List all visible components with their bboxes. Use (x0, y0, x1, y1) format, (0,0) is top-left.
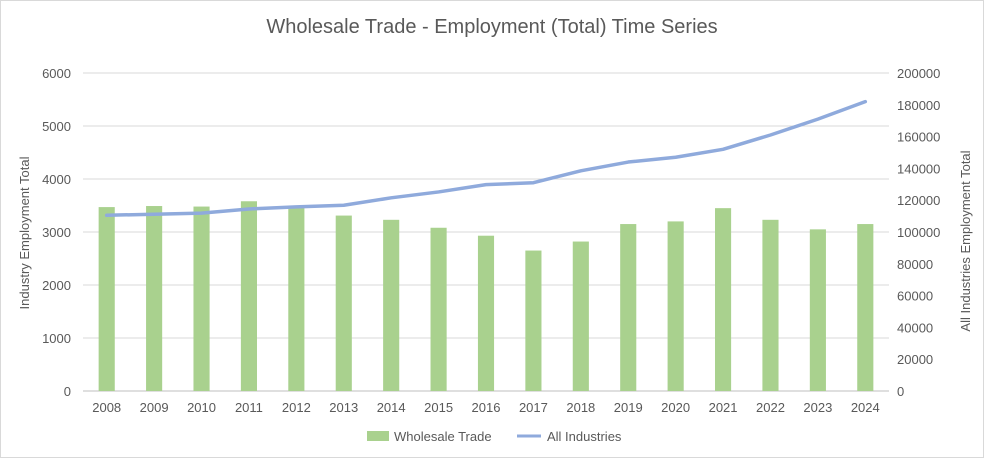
bar (335, 215, 352, 391)
bar (477, 235, 495, 391)
right-tick-label: 20000 (897, 352, 933, 367)
bar (525, 250, 542, 391)
x-axis-ticks: 2008 2009 2010 2011 2012 2013 2014 2015 2016 2017… (92, 400, 880, 415)
right-tick-label: 40000 (897, 320, 933, 335)
x-tick-label: 2013 (329, 400, 358, 415)
x-tick-label: 2018 (566, 400, 595, 415)
bar (146, 206, 163, 391)
x-tick-label: 2015 (424, 400, 453, 415)
left-tick-label: 4000 (42, 172, 71, 187)
x-tick-label: 2016 (472, 400, 501, 415)
bar (383, 219, 400, 391)
left-tick-label: 6000 (42, 66, 71, 81)
right-tick-label: 140000 (897, 161, 940, 176)
left-tick-label: 5000 (42, 119, 71, 134)
left-tick-label: 0 (64, 384, 71, 399)
x-tick-label: 2011 (235, 400, 263, 415)
all-industries-line (104, 99, 868, 218)
legend-label-all-industries: All Industries (547, 429, 622, 444)
bar (430, 227, 447, 391)
right-tick-label: 200000 (897, 66, 940, 81)
legend: Wholesale Trade All Industries (367, 429, 622, 444)
x-tick-label: 2023 (803, 400, 832, 415)
bar (857, 224, 874, 391)
bar (762, 219, 779, 391)
right-tick-label: 120000 (897, 193, 940, 208)
x-tick-label: 2021 (709, 400, 738, 415)
x-tick-label: 2019 (614, 400, 643, 415)
right-tick-label: 180000 (897, 98, 940, 113)
left-tick-label: 1000 (42, 331, 71, 346)
legend-label-wholesale-trade: Wholesale Trade (394, 429, 492, 444)
bar (714, 208, 732, 391)
left-axis-ticks: 0 1000 2000 3000 4000 5000 6000 (42, 66, 71, 399)
left-tick-label: 3000 (42, 225, 71, 240)
bar (193, 206, 210, 391)
left-axis-title: Industry Employment Total (17, 156, 32, 309)
bar (620, 224, 637, 391)
right-tick-label: 0 (897, 384, 904, 399)
right-tick-label: 60000 (897, 289, 933, 304)
bar (572, 241, 589, 391)
bar (809, 229, 826, 391)
x-tick-label: 2020 (661, 400, 690, 415)
x-tick-label: 2024 (851, 400, 880, 415)
right-tick-label: 80000 (897, 257, 933, 272)
x-tick-label: 2022 (756, 400, 785, 415)
x-tick-label: 2014 (377, 400, 406, 415)
bar (98, 207, 115, 391)
right-tick-label: 100000 (897, 225, 940, 240)
x-tick-label: 2009 (140, 400, 169, 415)
chart-title: Wholesale Trade - Employment (Total) Tim… (266, 16, 717, 38)
bar-series (98, 201, 874, 391)
left-tick-label: 2000 (42, 278, 71, 293)
x-tick-label: 2010 (187, 400, 216, 415)
line-series (104, 99, 868, 218)
right-axis-ticks: 0 20000 40000 60000 80000 100000 120000 140000 1… (897, 66, 940, 399)
x-tick-label: 2017 (519, 400, 548, 415)
bar (240, 201, 258, 391)
legend-swatch-wholesale-trade (367, 431, 389, 441)
right-axis-title: All Industries Employment Total (958, 150, 973, 331)
bar (667, 221, 684, 391)
x-tick-label: 2012 (282, 400, 311, 415)
right-tick-label: 160000 (897, 130, 940, 145)
x-tick-label: 2008 (92, 400, 121, 415)
bar (288, 206, 305, 391)
